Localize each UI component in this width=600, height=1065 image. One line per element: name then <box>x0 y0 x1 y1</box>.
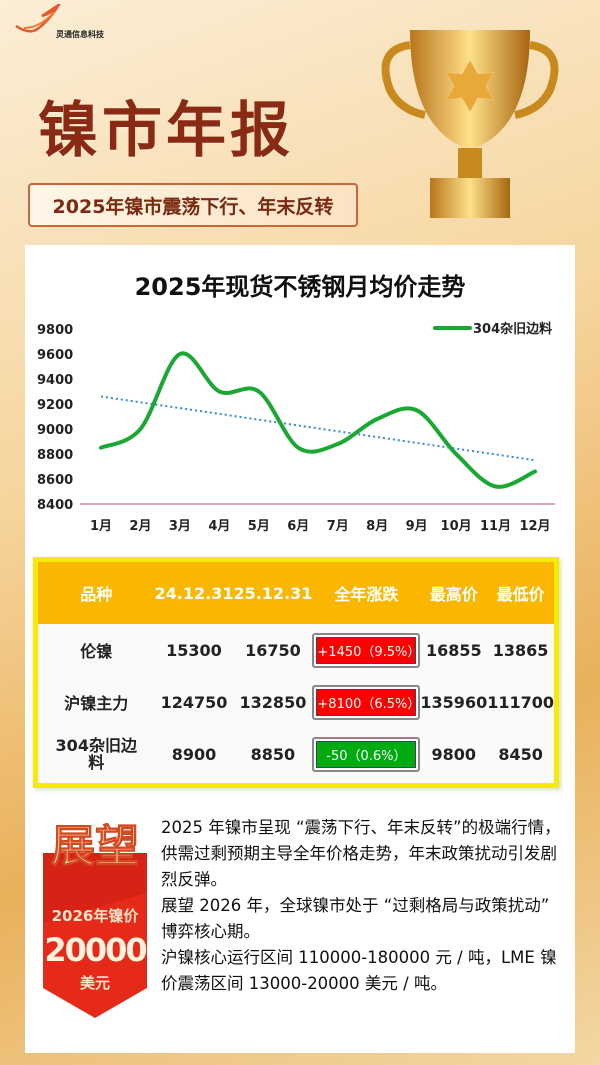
y-tick-label: 9800 <box>37 323 73 338</box>
table-row: 沪镍主力 124750 132850 +8100（6.5%） 135960 111700 <box>38 676 554 728</box>
cell-name: 304杂旧边料 <box>55 736 137 772</box>
cell-high: 16855 <box>425 640 482 660</box>
outlook-badge: 展望 2026年镍价 20000 美元 <box>43 821 148 1018</box>
change-value: +1450（9.5%） <box>316 636 420 664</box>
bird-logo-icon <box>15 4 61 33</box>
badge-title: 展望 <box>51 821 139 872</box>
cell-high: 135960 <box>420 692 488 712</box>
cell-low: 8450 <box>498 744 543 764</box>
x-tick-label: 2月 <box>129 519 151 534</box>
outlook-text: 2025 年镍市呈现 “震荡下行、年末反转”的极端行情，供需过剩预期主导全年价格… <box>161 815 571 997</box>
cell-high: 9800 <box>431 744 477 764</box>
change-value: -50（0.6%） <box>316 740 417 768</box>
cell-start: 8900 <box>171 744 217 764</box>
cell-end: 132850 <box>239 692 307 712</box>
x-tick-label: 10月 <box>441 519 472 534</box>
outlook-paragraph: 展望 2026 年，全球镍市处于 “过剩格局与政策扰动” 博弈核心期。 <box>161 896 550 941</box>
legend-label: 304杂旧边料 <box>473 321 552 337</box>
column-header: 25.12.31 <box>233 562 313 624</box>
x-tick-label: 11月 <box>480 519 511 534</box>
column-header: 最高价 <box>420 562 488 624</box>
badge-unit: 美元 <box>80 974 110 992</box>
column-header: 最低价 <box>487 562 554 624</box>
x-tick-label: 8月 <box>366 519 388 534</box>
x-tick-label: 7月 <box>327 519 349 534</box>
outlook-paragraph: 2025 年镍市呈现 “震荡下行、年末反转”的极端行情，供需过剩预期主导全年价格… <box>161 818 561 889</box>
column-header: 全年涨跌 <box>312 562 421 624</box>
cell-low: 111700 <box>487 692 554 712</box>
cell-change: +8100（6.5%） <box>312 676 420 728</box>
y-tick-label: 8400 <box>37 498 73 513</box>
change-badge: -50（0.6%） <box>312 736 421 772</box>
cell-end: 8850 <box>250 744 296 764</box>
cell-low: 13865 <box>492 640 549 660</box>
x-tick-label: 1月 <box>90 519 112 534</box>
cell-name: 沪镍主力 <box>64 694 129 713</box>
y-tick-label: 9400 <box>37 373 73 388</box>
y-tick-label: 9600 <box>37 348 73 363</box>
cell-change: -50（0.6%） <box>312 728 421 780</box>
trend-line <box>100 395 536 462</box>
x-tick-label: 4月 <box>208 519 230 534</box>
column-header: 24.12.31 <box>154 562 234 624</box>
y-tick-label: 8800 <box>37 448 73 463</box>
x-tick-label: 9月 <box>406 519 428 534</box>
content-panel: 2025年现货不锈钢月均价走势 8400 8600 8800 9000 9200 9400… <box>25 245 575 1053</box>
badge-subtitle: 2026年镍价 <box>52 907 140 925</box>
x-tick-label: 5月 <box>248 519 270 534</box>
table-row: 伦镍 15300 16750 +1450（9.5%） 16855 13865 <box>38 624 554 676</box>
page-title: 镍市年报 <box>38 96 294 166</box>
trophy-icon <box>381 30 559 218</box>
logo-text: 灵通信息科技 <box>56 30 104 39</box>
y-tick-label: 8600 <box>37 473 73 488</box>
column-header: 品种 <box>38 562 155 624</box>
logo: 灵通信息科技 <box>14 4 104 44</box>
change-badge: +8100（6.5%） <box>312 684 420 720</box>
cell-change: +1450（9.5%） <box>312 624 420 676</box>
y-tick-label: 9200 <box>37 398 73 413</box>
price-table: 品种 24.12.31 25.12.31 全年涨跌 最高价 最低价 伦镍 15300 1675… <box>33 557 559 788</box>
change-value: +8100（6.5%） <box>316 688 420 716</box>
line-chart: 8400 8600 8800 9000 9200 9400 9600 9800 1月 2月 3月 4月… <box>37 321 555 534</box>
cell-end: 16750 <box>245 640 301 660</box>
page-subtitle: 2025年镍市震荡下行、年末反转 <box>28 183 358 227</box>
table-row: 304杂旧边料 8900 8850 -50（0.6%） 9800 8450 <box>38 728 554 780</box>
cell-name: 伦镍 <box>80 642 113 661</box>
cell-start: 124750 <box>160 692 228 712</box>
change-badge: +1450（9.5%） <box>312 632 420 668</box>
y-tick-label: 9000 <box>37 423 73 438</box>
badge-value: 20000 <box>44 931 146 969</box>
chart-title: 2025年现货不锈钢月均价走势 <box>134 273 466 301</box>
x-tick-label: 3月 <box>169 519 191 534</box>
x-tick-label: 12月 <box>519 519 550 534</box>
x-tick-label: 6月 <box>287 519 309 534</box>
cell-start: 15300 <box>166 640 222 660</box>
outlook-paragraph: 沪镍核心运行区间 110000-180000 元 / 吨，LME 镍价震荡区间 … <box>161 948 557 993</box>
series-line-304 <box>99 351 537 489</box>
